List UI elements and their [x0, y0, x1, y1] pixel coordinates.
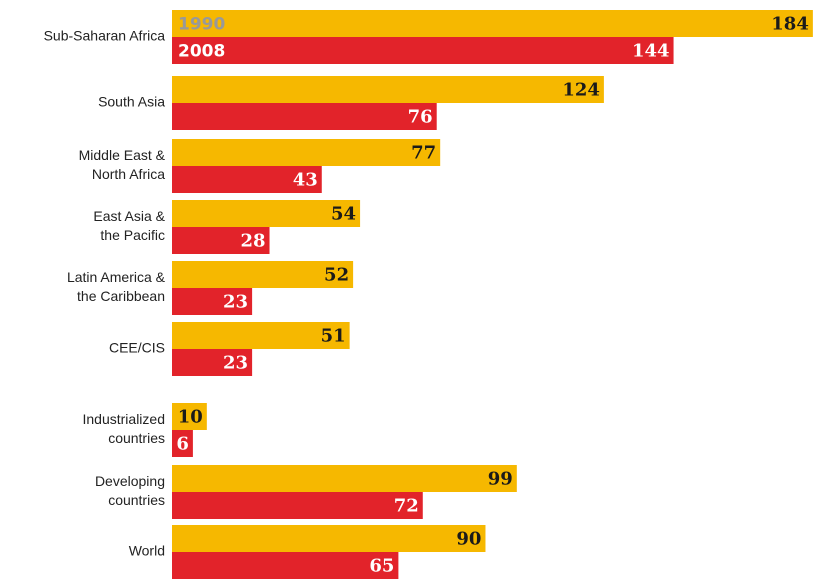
- legend-label: 2008: [178, 42, 225, 62]
- bar: [172, 349, 253, 376]
- bar: [172, 10, 813, 37]
- category-label: CEE/CIS: [109, 340, 165, 356]
- value-label: 43: [293, 170, 318, 191]
- category-label: North Africa: [92, 166, 165, 182]
- bar: [172, 403, 207, 430]
- category-label: Middle East &: [79, 147, 166, 163]
- category-label: the Caribbean: [77, 288, 165, 304]
- category-label: World: [129, 543, 165, 559]
- bar: [172, 166, 322, 193]
- value-label: 23: [223, 292, 248, 313]
- value-label: 65: [369, 556, 394, 577]
- bar: [172, 525, 486, 552]
- value-label: 28: [240, 231, 265, 252]
- category-label: Developing: [95, 473, 165, 489]
- value-label: 99: [488, 469, 513, 490]
- category-label: South Asia: [98, 94, 165, 110]
- bar: [172, 227, 270, 254]
- category-label: Sub-Saharan Africa: [44, 28, 166, 44]
- bar: [172, 430, 193, 457]
- bar: [172, 552, 399, 579]
- value-label: 51: [321, 326, 346, 347]
- bar: [172, 37, 674, 64]
- bar: [172, 492, 423, 519]
- value-label: 77: [411, 143, 436, 164]
- value-label: 72: [394, 496, 419, 517]
- bar: [172, 288, 253, 315]
- value-label: 184: [771, 14, 809, 35]
- bar: [172, 139, 441, 166]
- category-label: countries: [108, 492, 165, 508]
- category-label: Latin America &: [67, 269, 166, 285]
- category-label: the Pacific: [100, 227, 165, 243]
- value-label: 144: [632, 41, 670, 62]
- value-label: 6: [176, 434, 189, 455]
- value-label: 76: [408, 107, 433, 128]
- legend-label: 1990: [178, 15, 225, 35]
- value-label: 23: [223, 353, 248, 374]
- category-label: East Asia &: [93, 208, 165, 224]
- value-label: 54: [331, 204, 356, 225]
- bar: [172, 465, 517, 492]
- bar: [172, 261, 354, 288]
- bar: [172, 200, 361, 227]
- value-label: 10: [178, 407, 203, 428]
- bar: [172, 103, 437, 130]
- value-label: 124: [562, 80, 600, 101]
- category-label: Industrialized: [83, 411, 166, 427]
- value-label: 90: [456, 529, 481, 550]
- value-label: 52: [324, 265, 349, 286]
- bar: [172, 76, 604, 103]
- bar: [172, 322, 350, 349]
- category-label: countries: [108, 430, 165, 446]
